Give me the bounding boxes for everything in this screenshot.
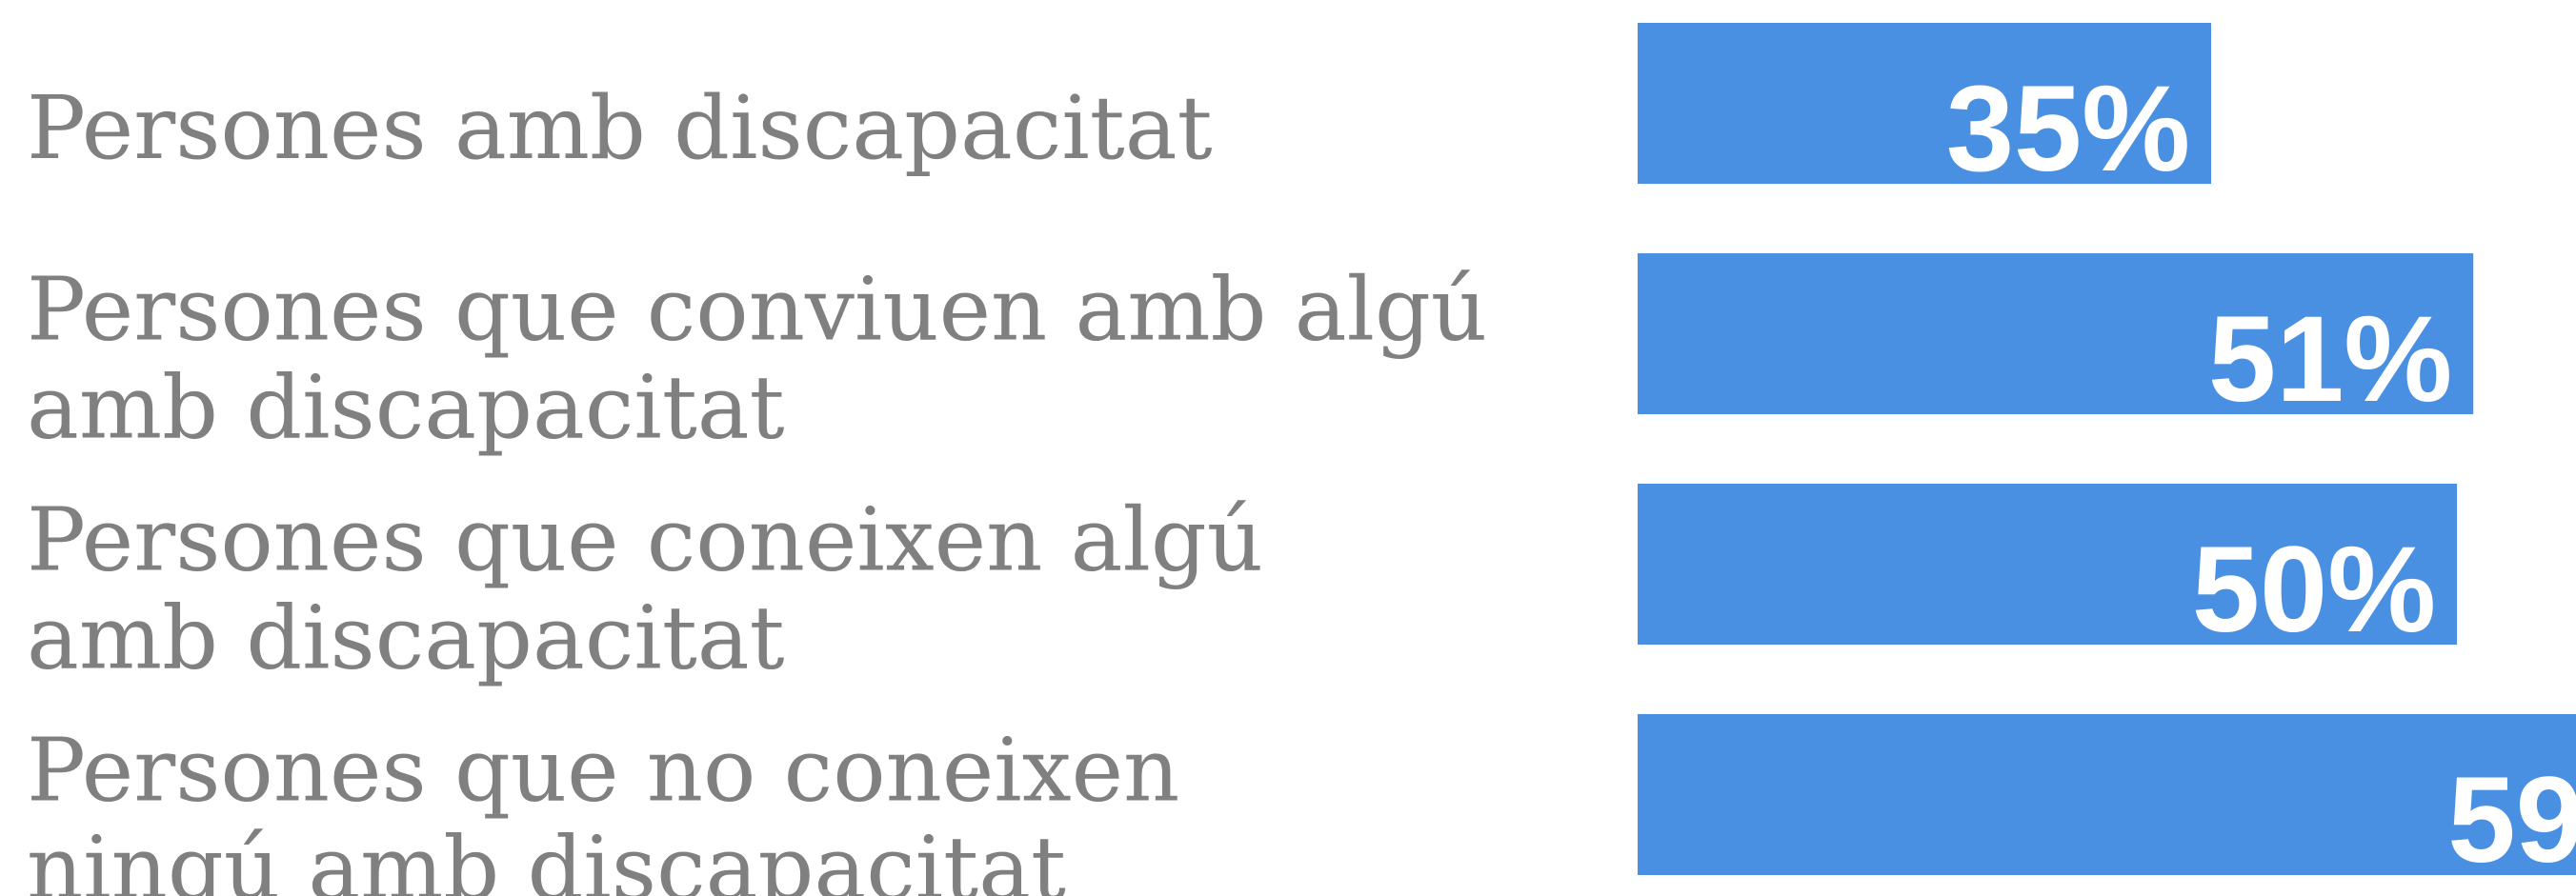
value-label: 59: [2447, 752, 2576, 888]
category-label: amb discapacitat: [27, 357, 785, 459]
bar: [1638, 484, 2457, 645]
value-label: 51%: [2208, 291, 2452, 428]
category-label: Persones que coneixen algú: [27, 489, 1263, 591]
bar: [1638, 23, 2211, 184]
value-label: 50%: [2192, 522, 2436, 658]
category-label: ningú amb discapacitat: [27, 818, 1066, 896]
category-label: Persones que conviuen amb algú: [27, 259, 1487, 361]
bar: [1638, 253, 2474, 414]
bar: [1638, 714, 2576, 875]
category-label: Persones que no coneixen: [27, 720, 1179, 822]
value-label: 35%: [1946, 61, 2190, 197]
category-label: Persones amb discapacitat: [27, 77, 1213, 179]
category-label: amb discapacitat: [27, 587, 785, 689]
